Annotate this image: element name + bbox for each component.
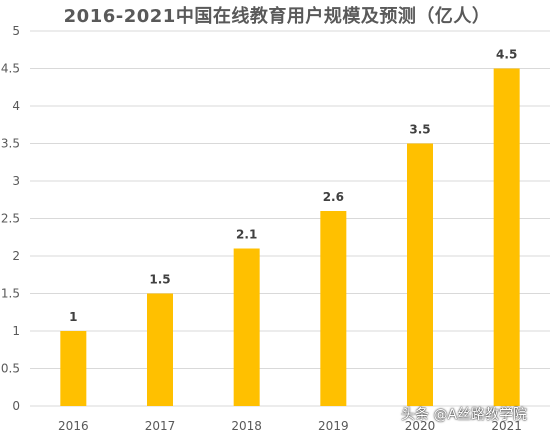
y-tick-label: 0.5: [1, 362, 20, 376]
data-label: 2.1: [236, 228, 257, 242]
x-tick-label: 2017: [145, 419, 176, 433]
bar: [60, 331, 87, 406]
data-label: 1: [69, 310, 77, 324]
y-tick-label: 4.5: [1, 62, 20, 76]
y-tick-label: 3.5: [1, 137, 20, 151]
x-axis-ticks: 2016 2017 2018 2019 2020 2021: [58, 419, 522, 433]
y-tick-label: 3: [12, 174, 20, 188]
bar: [407, 143, 433, 406]
bar: [233, 248, 260, 406]
bars: [60, 68, 520, 406]
gridlines: [30, 30, 550, 407]
watermark: 头条 @A丝路教学院: [401, 407, 528, 423]
y-tick-label: 5: [12, 24, 20, 38]
data-label: 4.5: [496, 48, 517, 62]
bar: [147, 293, 173, 406]
x-tick-label: 2018: [231, 419, 262, 433]
bar: [493, 68, 520, 406]
y-axis-ticks: 0 0.5 1 1.5 2 2.5 3 3.5 4 4.5 5: [1, 24, 20, 413]
y-tick-label: 0: [12, 399, 20, 413]
y-tick-label: 1.5: [1, 287, 20, 301]
data-labels: 1 1.5 2.1 2.6 3.5 4.5: [69, 48, 517, 325]
y-tick-label: 2.5: [1, 212, 20, 226]
x-tick-label: 2021: [491, 419, 522, 433]
chart-title: 2016-2021中国在线教育用户规模及预测（亿人）: [63, 6, 491, 27]
data-label: 2.6: [323, 190, 344, 204]
x-tick-label: 2020: [405, 419, 436, 433]
data-label: 3.5: [409, 123, 430, 137]
data-label: 1.5: [149, 273, 170, 287]
bar: [320, 211, 347, 406]
y-tick-label: 4: [12, 99, 20, 113]
y-tick-label: 2: [12, 249, 20, 263]
x-tick-label: 2019: [318, 419, 349, 433]
x-tick-label: 2016: [58, 419, 89, 433]
y-tick-label: 1: [12, 324, 20, 338]
